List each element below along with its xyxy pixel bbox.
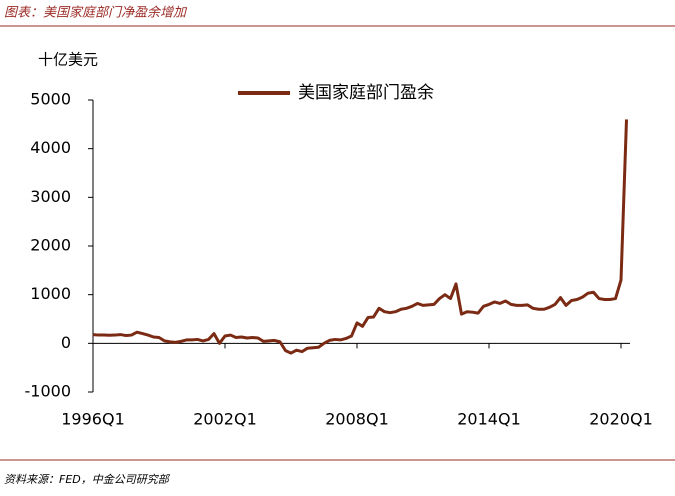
y-tick-label: 5000 <box>30 90 71 109</box>
chart-title: 图表：美国家庭部门净盈余增加 <box>4 5 188 21</box>
x-tick-label: 2008Q1 <box>325 410 389 429</box>
y-tick-label: 0 <box>61 333 71 352</box>
source-note: 资料来源：FED，中金公司研究部 <box>4 473 171 486</box>
y-tick-label: 3000 <box>30 187 71 206</box>
y-axis-label: 十亿美元 <box>38 51 98 69</box>
x-tick-label: 2014Q1 <box>457 410 521 429</box>
x-tick-label: 2002Q1 <box>193 410 257 429</box>
y-tick-label: 4000 <box>30 138 71 157</box>
x-tick-label: 1996Q1 <box>61 410 125 429</box>
y-tick-label: 1000 <box>30 284 71 303</box>
legend-label: 美国家庭部门盈余 <box>298 83 434 103</box>
y-tick-label: 2000 <box>30 236 71 255</box>
y-tick-label: -1000 <box>25 382 72 401</box>
series-line <box>92 119 628 355</box>
x-tick-label: 2020Q1 <box>589 410 653 429</box>
